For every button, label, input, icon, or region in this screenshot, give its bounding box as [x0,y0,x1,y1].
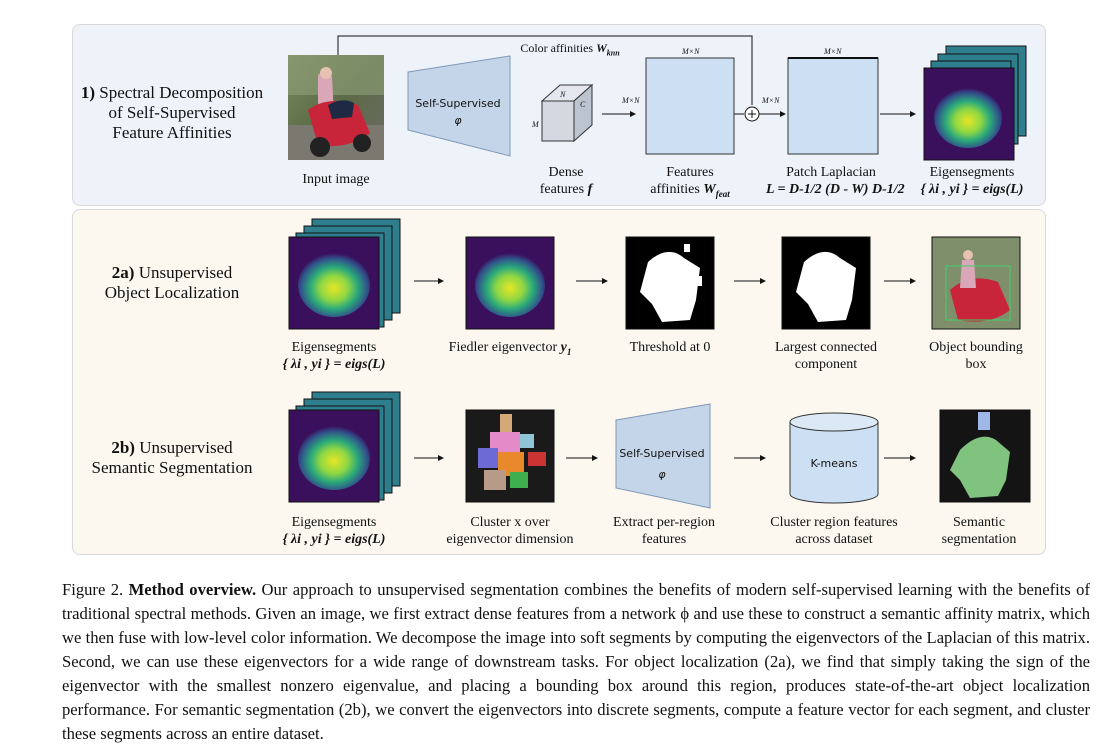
dense-features-label: Dense features f [539,165,593,197]
2a-label-eigen: Eigensegments { λi , yi } = eigs(L) [282,340,386,372]
caption-text: Our approach to unsupervised segmentatio… [62,580,1090,743]
2b-label-kmeans-desc: Cluster region features across dataset [770,515,898,547]
2a-label-bbox: Object bounding box [929,340,1023,372]
stage2b-encoder-label: Self-Supervised φ [619,447,705,481]
mxn-label-2: M×N [682,47,700,56]
patch-laplacian-label: Patch Laplacian L = D-1/2 (D - W) D-1/2 [766,165,905,197]
mxn-label-4: M×N [824,47,842,56]
stage1-eigen-label: Eigensegments { λi , yi } = eigs(L) [920,165,1024,197]
kmeans-label: K-means [810,457,858,470]
caption-prefix: Figure 2. [62,580,124,599]
kmeans-cylinder [789,422,879,504]
stage2b-encoder [615,403,711,509]
cube-n-label: N [560,90,566,99]
mxn-label-1: M×N [622,96,640,105]
input-image-label: Input image [302,172,370,187]
features-affinities-label: Features affinities Wfeat [650,165,730,199]
color-affinities-label: Color affinities Wknn [520,41,620,58]
input-image [288,55,384,160]
stage1-eigen-stack [923,45,1027,161]
stage2b-title: 2b) Unsupervised Semantic Segmentation [91,438,253,477]
cube-m-label: M [532,120,539,129]
2a-label-largest: Largest connected component [775,340,877,372]
stage2b-eigen-stack [288,391,401,503]
encoder-label: Self-Supervised φ [415,97,501,127]
stage2-panel [72,209,1046,555]
stage2a-eigen-stack [288,218,401,330]
stage2a-title: 2a) Unsupervised Object Localization [104,263,240,302]
2b-label-semantic: Semantic segmentation [941,515,1017,547]
2b-label-extract: Extract per-region features [613,515,715,547]
mxn-label-3: M×N [762,96,780,105]
2a-label-fiedler: Fiedler eigenvector y1 [448,340,572,357]
figure-caption: Figure 2. Method overview. Our approach … [62,578,1090,746]
2b-label-cluster: Cluster x over eigenvector dimension [446,515,574,547]
caption-bold: Method overview. [128,580,257,599]
2a-label-threshold: Threshold at 0 [629,340,711,355]
cube-c-label: C [580,100,586,109]
2b-label-eigen: Eigensegments { λi , yi } = eigs(L) [282,515,386,547]
stage1-title: 1) Spectral Decomposition of Self-Superv… [80,83,264,142]
